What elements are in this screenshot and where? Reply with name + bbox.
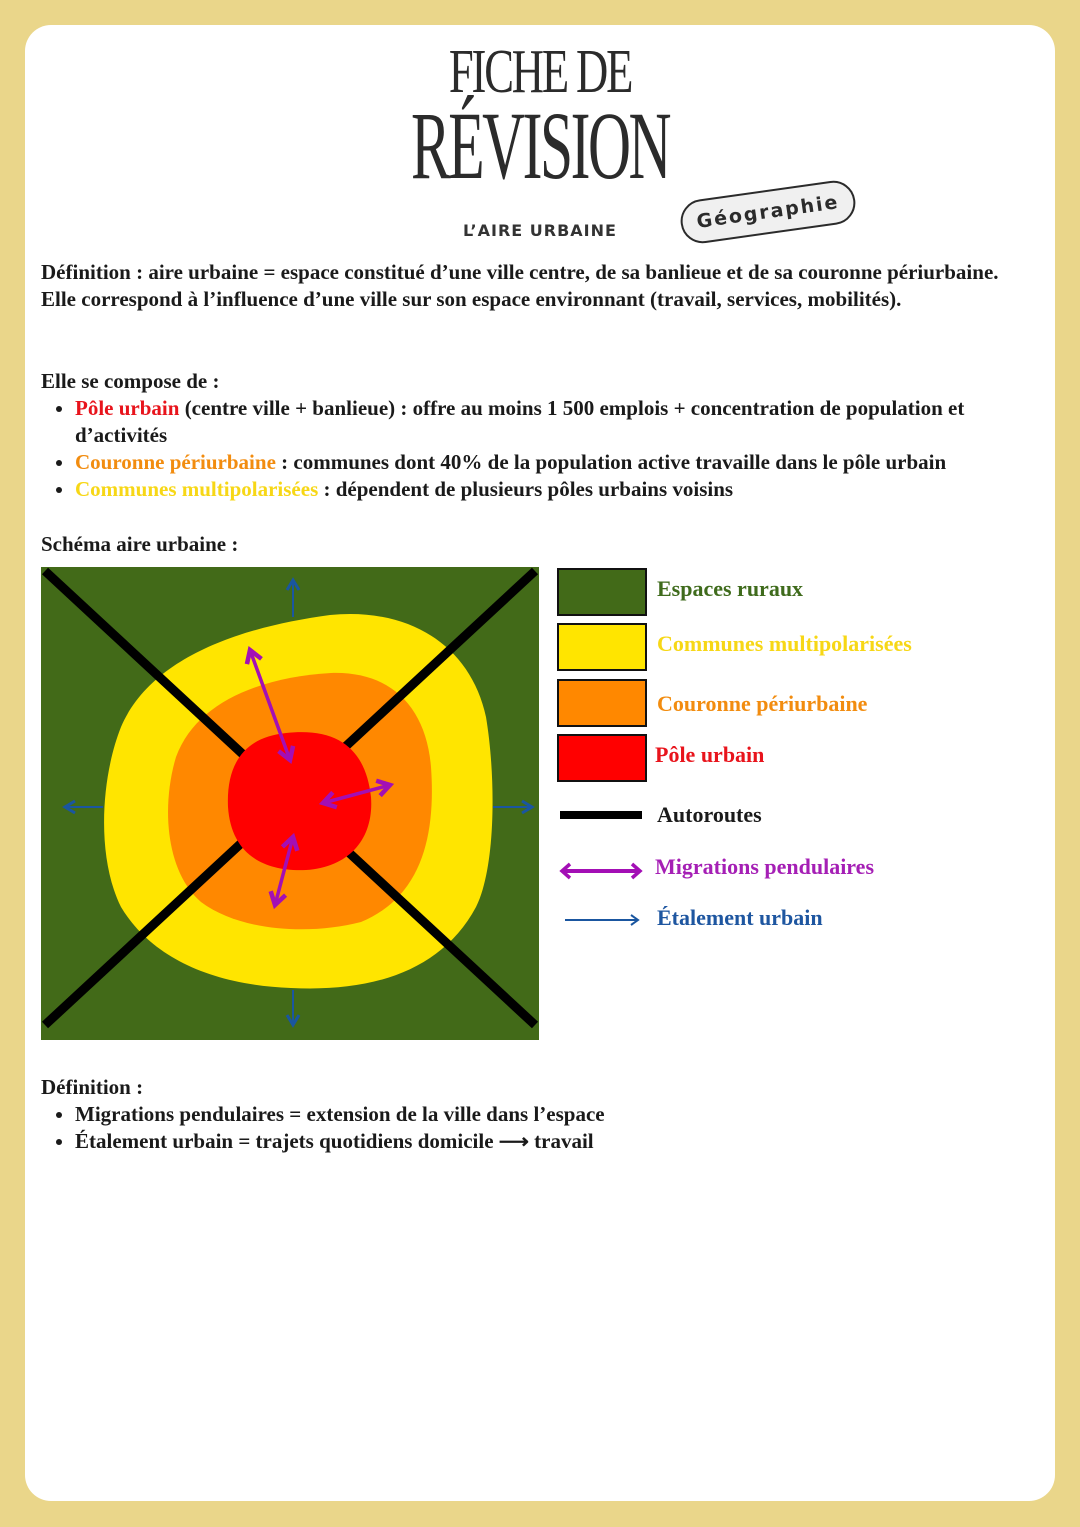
red-swatch-icon bbox=[557, 734, 647, 782]
schema-heading: Schéma aire urbaine : bbox=[41, 532, 239, 556]
subtitle: L’AIRE URBAINE bbox=[463, 221, 617, 240]
list-item: Pôle urbain (centre ville + banlieue) : … bbox=[75, 395, 1041, 449]
legend-label-periurban: Couronne périurbaine bbox=[657, 691, 868, 716]
list-item: Migrations pendulaires = extension de la… bbox=[75, 1101, 1041, 1128]
item-text: : communes dont 40% de la population act… bbox=[275, 450, 947, 474]
term-couronne: Couronne périurbaine bbox=[75, 450, 276, 474]
item-text: (centre ville + banlieue) : offre au moi… bbox=[75, 396, 965, 447]
legend-label-highway: Autoroutes bbox=[657, 802, 762, 827]
definition2-section: Définition : Migrations pendulaires = ex… bbox=[41, 1074, 1041, 1155]
sprawl-arrows bbox=[62, 577, 535, 1028]
list-item: Couronne périurbaine : communes dont 40%… bbox=[75, 449, 1041, 476]
commute-arrows bbox=[244, 645, 395, 910]
term-multipolarisees: Communes multipolarisées bbox=[75, 477, 319, 501]
yellow-swatch-icon bbox=[557, 623, 647, 671]
urban-pole bbox=[227, 732, 372, 871]
title-line1: FICHE DE bbox=[448, 38, 634, 106]
commute-arrow bbox=[244, 645, 296, 765]
definition2-list: Migrations pendulaires = extension de la… bbox=[41, 1101, 1041, 1155]
green-swatch-icon bbox=[557, 568, 647, 616]
legend-label-pole: Pôle urbain bbox=[655, 742, 765, 767]
orange-swatch-icon bbox=[557, 679, 647, 727]
list-item: Étalement urbain = trajets quotidiens do… bbox=[75, 1128, 1041, 1155]
arrow-right-icon bbox=[565, 914, 640, 926]
legend-label-commute: Migrations pendulaires bbox=[655, 854, 875, 879]
title-line2: RÉVISION bbox=[411, 92, 671, 199]
highway-line-icon bbox=[560, 811, 642, 819]
double-arrow-icon bbox=[559, 862, 643, 880]
list-item: Communes multipolarisées : dépendent de … bbox=[75, 476, 1041, 503]
composition-section: Elle se compose de : Pôle urbain (centre… bbox=[41, 368, 1041, 503]
legend-label-multipolar: Communes multipolarisées bbox=[657, 631, 912, 656]
item-text: : dépendent de plusieurs pôles urbains v… bbox=[318, 477, 734, 501]
definition2-intro: Définition : bbox=[41, 1075, 144, 1099]
commute-arrow bbox=[318, 778, 395, 810]
legend-label-sprawl: Étalement urbain bbox=[657, 905, 823, 930]
commute-arrow bbox=[268, 832, 300, 910]
urban-area-diagram bbox=[41, 567, 539, 1040]
composition-intro: Elle se compose de : bbox=[41, 369, 220, 393]
composition-list: Pôle urbain (centre ville + banlieue) : … bbox=[41, 395, 1041, 503]
definition-aire-urbaine: Définition : aire urbaine = espace const… bbox=[41, 260, 999, 311]
legend-label-rural: Espaces ruraux bbox=[657, 576, 804, 601]
term-pole-urbain: Pôle urbain bbox=[75, 396, 180, 420]
